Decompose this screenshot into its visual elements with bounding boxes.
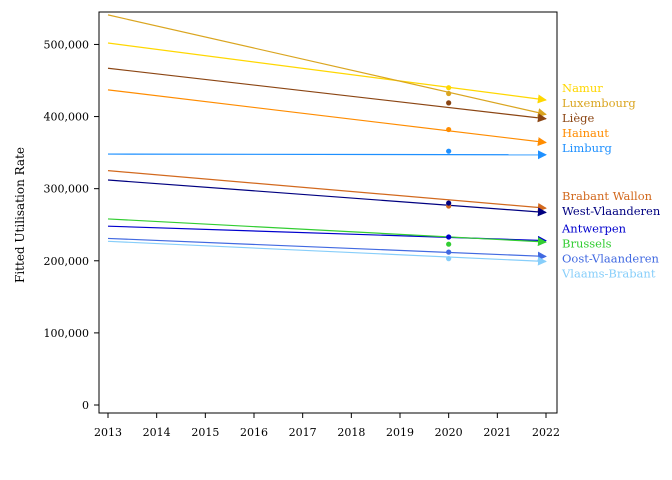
x-tick-label: 2013 — [94, 426, 122, 439]
series-label: Antwerpen — [561, 222, 627, 236]
series-line-brussels — [107, 218, 547, 247]
series-label: Limburg — [562, 141, 612, 155]
series-point-west-vlaanderen — [446, 200, 452, 206]
series-point-vlaams-brabant — [446, 256, 452, 262]
series-label: Brussels — [562, 237, 612, 251]
x-tick-label: 2022 — [532, 426, 560, 439]
y-tick-label: 500,000 — [44, 38, 90, 51]
y-tick-label: 200,000 — [44, 255, 90, 268]
series-line-brabant-wallon — [107, 170, 547, 212]
series-line-west-vlaanderen — [107, 179, 547, 217]
series-point-oost-vlaanderen — [446, 249, 452, 255]
y-tick-label: 400,000 — [44, 111, 90, 124]
series-point-antwerpen — [446, 234, 452, 240]
y-axis: 0 100,000 200,000 300,000 400,000 500,000 — [44, 38, 99, 412]
x-tick-label: 2019 — [386, 426, 414, 439]
x-tick-label: 2016 — [240, 426, 268, 439]
series-label: West-Vlaanderen — [562, 204, 661, 218]
series-label: Namur — [562, 81, 603, 95]
x-tick-label: 2021 — [483, 426, 511, 439]
x-axis: 2013 2014 2015 2016 2017 2018 2019 2020 2021 2022 — [94, 413, 560, 439]
series-point-hainaut — [446, 126, 452, 133]
x-tick-label: 2014 — [143, 426, 171, 439]
x-tick-label: 2015 — [191, 426, 219, 439]
series-label: Hainaut — [562, 126, 609, 140]
series-label: Luxembourg — [562, 96, 636, 110]
series-line-hainaut — [107, 89, 547, 147]
series-point-limburg — [446, 148, 452, 154]
series-point-luxembourg — [446, 90, 452, 97]
y-tick-label: 300,000 — [44, 183, 90, 196]
series-line-limburg — [107, 150, 547, 160]
series-line-vlaams-brabant — [107, 240, 547, 266]
series-point-brussels — [446, 241, 452, 247]
x-tick-label: 2017 — [289, 426, 317, 439]
y-tick-label: 0 — [82, 399, 89, 412]
series-line-luxembourg — [107, 14, 547, 117]
y-axis-title: Fitted Utilisation Rate — [13, 147, 27, 283]
x-tick-label: 2018 — [337, 426, 365, 439]
series-line-oost-vlaanderen — [107, 237, 547, 261]
series-label: Liège — [562, 111, 594, 125]
series-label: Vlaams-Brabant — [561, 267, 656, 281]
series-lines — [107, 14, 547, 266]
series-point-namur — [446, 85, 452, 91]
series-line-namur — [107, 42, 547, 104]
series-points — [446, 85, 452, 262]
plot-frame — [98, 11, 558, 414]
series-point-li-ge — [446, 100, 452, 106]
y-tick-label: 100,000 — [44, 327, 90, 340]
x-tick-label: 2020 — [435, 426, 463, 439]
series-label: Brabant Wallon — [562, 189, 653, 203]
series-line-li-ge — [107, 67, 547, 123]
series-label: Oost-Vlaanderen — [562, 252, 659, 266]
